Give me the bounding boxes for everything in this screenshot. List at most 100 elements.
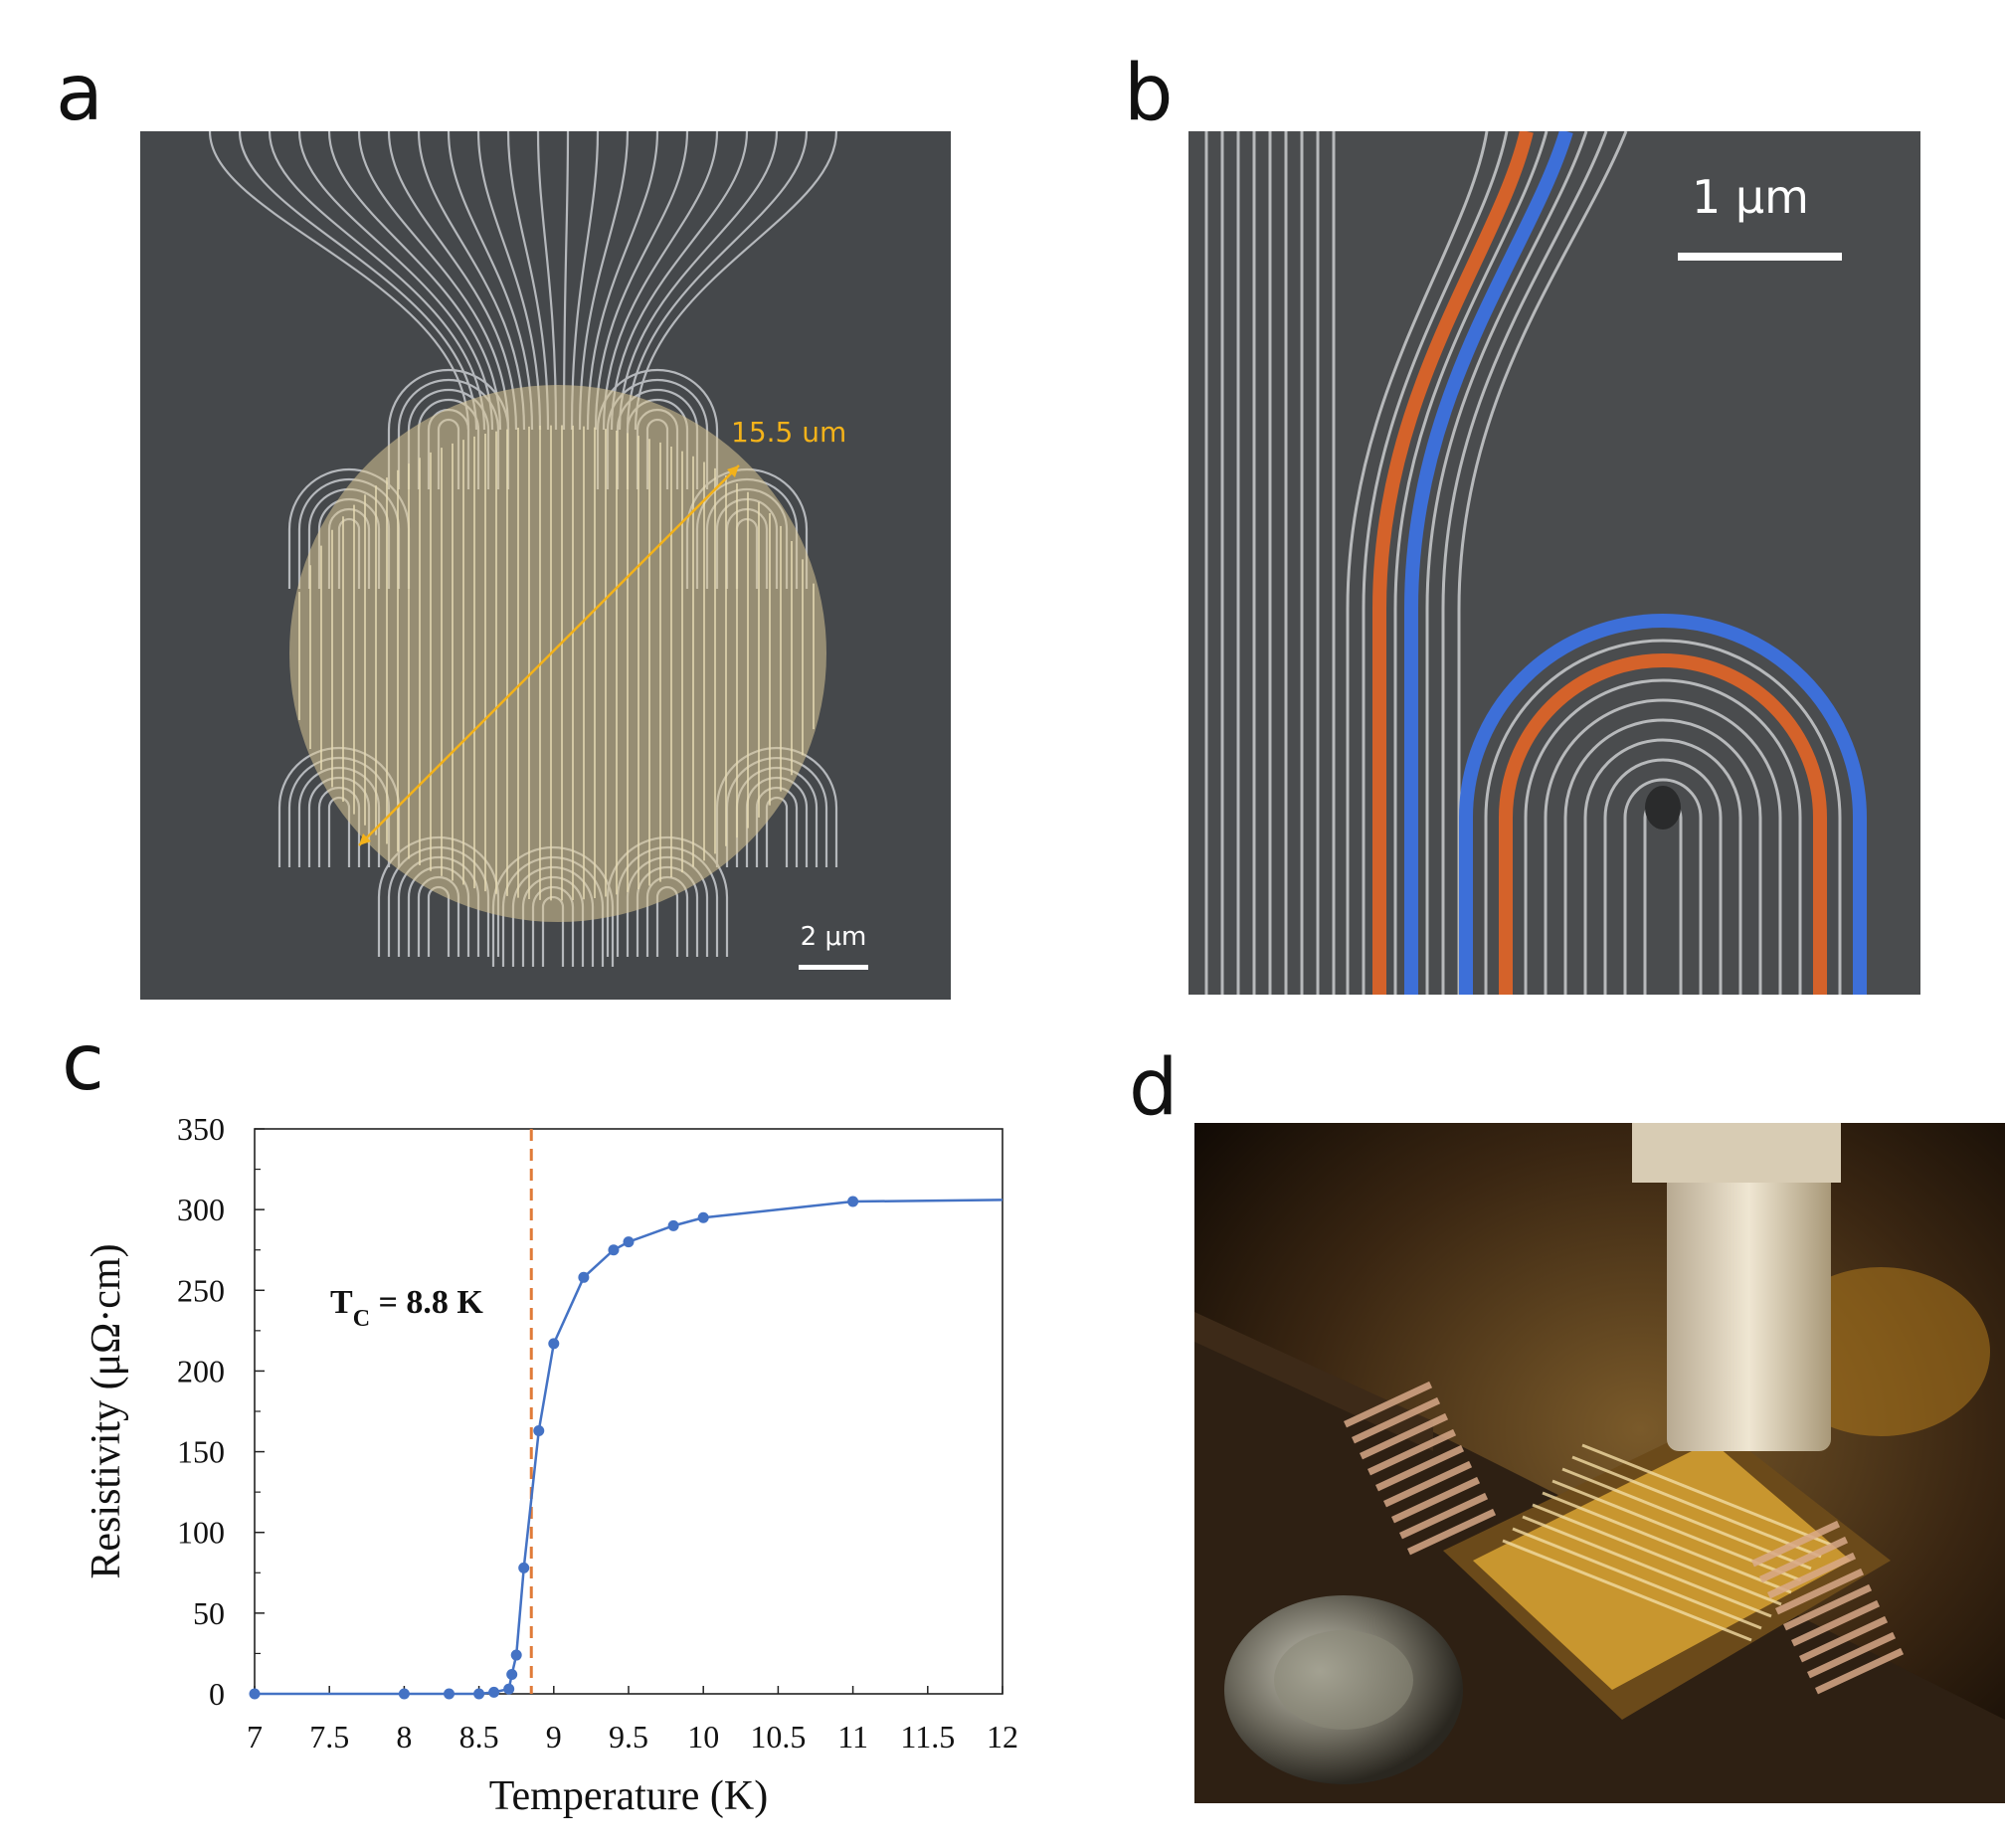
data-point <box>697 1211 709 1223</box>
x-tick-label: 8.5 <box>459 1719 499 1755</box>
bond-pad <box>1783 1583 1873 1631</box>
x-tick-label: 9 <box>546 1719 562 1755</box>
curved-wire <box>1404 131 1573 995</box>
readout-wire <box>238 131 478 431</box>
readout-wire <box>387 131 518 431</box>
y-tick-label: 300 <box>177 1192 225 1227</box>
u-turn-wire <box>1623 778 1703 995</box>
data-point <box>847 1196 859 1207</box>
bond-pad <box>1799 1615 1889 1663</box>
curved-wire <box>1362 131 1509 995</box>
y-axis-label: Resistivity (μΩ·cm) <box>84 1243 129 1578</box>
readout-wire <box>476 131 542 431</box>
bond-pad <box>1344 1381 1433 1428</box>
u-turn-wire <box>1524 678 1802 995</box>
y-tick-label: 150 <box>177 1434 225 1470</box>
data-point <box>488 1686 500 1698</box>
chip-waveguide <box>1542 1491 1792 1594</box>
scale-bar <box>1678 253 1842 261</box>
bond-pad <box>1383 1460 1473 1508</box>
x-tick-label: 10.5 <box>750 1719 806 1755</box>
chip-waveguide <box>1522 1515 1772 1618</box>
x-tick-label: 7 <box>247 1719 263 1755</box>
readout-wire <box>602 131 719 431</box>
x-tick-label: 9.5 <box>609 1719 648 1755</box>
bond-pad <box>1360 1412 1449 1460</box>
y-tick-label: 50 <box>193 1595 225 1631</box>
plot-frame <box>254 1128 1003 1695</box>
bond-pad <box>1399 1492 1489 1540</box>
data-point <box>608 1244 620 1256</box>
sem-image-detector-overview: 15.5 um 2 μm <box>140 131 951 1000</box>
scale-bar-label: 2 μm <box>801 922 867 952</box>
y-tick-label: 200 <box>177 1353 225 1388</box>
chip-waveguide <box>1581 1443 1832 1547</box>
x-axis-label: Temperature (K) <box>489 1773 768 1819</box>
readout-wire <box>578 131 630 431</box>
y-tick-label: 350 <box>177 1111 225 1147</box>
readout-wire <box>327 131 502 431</box>
readout-wire <box>357 131 510 431</box>
readout-wire <box>447 131 534 431</box>
readout-wire <box>626 131 809 431</box>
readout-wire <box>562 131 570 431</box>
data-point <box>510 1649 522 1661</box>
chip-waveguide <box>1561 1467 1812 1571</box>
readout-wire <box>208 131 470 431</box>
x-tick-label: 8 <box>396 1719 412 1755</box>
bond-pad <box>1391 1476 1481 1524</box>
bond-pad <box>1751 1520 1841 1568</box>
panel-label-c: c <box>62 1018 104 1108</box>
wire-zoom-graphic: 1 μm <box>1204 131 1867 995</box>
panel-label-b: b <box>1124 49 1174 138</box>
bond-pad <box>1807 1631 1897 1679</box>
u-turn-wire <box>1544 698 1782 995</box>
curved-wire <box>1372 131 1534 995</box>
bond-pad <box>1759 1536 1849 1583</box>
bond-pad <box>1767 1552 1857 1599</box>
data-point <box>503 1683 515 1695</box>
bond-pad <box>1352 1396 1441 1444</box>
x-tick-label: 7.5 <box>309 1719 349 1755</box>
scale-bar <box>799 965 868 970</box>
data-point <box>667 1219 679 1231</box>
bond-pad <box>1815 1647 1905 1695</box>
readout-wire <box>634 131 838 431</box>
data-point <box>533 1424 545 1436</box>
u-turn-wire <box>1603 758 1723 995</box>
x-tick-label: 12 <box>987 1719 1018 1755</box>
x-tick-label: 11 <box>837 1719 868 1755</box>
u-turn-wire <box>1499 653 1827 995</box>
data-point <box>518 1562 530 1573</box>
readout-wire <box>618 131 779 431</box>
y-tick-label: 100 <box>177 1515 225 1551</box>
bond-pad <box>1367 1428 1457 1476</box>
x-tick-label: 11.5 <box>900 1719 955 1755</box>
bond-pad <box>1375 1444 1465 1492</box>
curved-wire <box>1457 131 1628 995</box>
sem-image-wire-zoom: 1 μm <box>1188 131 1920 995</box>
curved-wire <box>1393 131 1549 995</box>
data-point <box>548 1338 560 1350</box>
readout-wire <box>417 131 526 431</box>
chip-waveguide <box>1571 1455 1822 1559</box>
data-point <box>249 1688 261 1700</box>
readout-wire <box>610 131 749 431</box>
data-point <box>578 1271 590 1283</box>
scale-bar-label: 1 μm <box>1692 170 1809 224</box>
u-turn-wire <box>1459 614 1867 995</box>
data-point <box>473 1688 485 1700</box>
u-turn-wire <box>1484 639 1842 995</box>
turn-center-gap <box>1645 786 1681 830</box>
data-point <box>444 1688 456 1700</box>
curved-wire <box>1441 131 1608 995</box>
readout-wire <box>506 131 550 431</box>
u-turn-wire <box>1583 738 1742 995</box>
chip-waveguide <box>1502 1539 1752 1642</box>
readout-wire <box>570 131 600 431</box>
x-tick-label: 10 <box>687 1719 719 1755</box>
critical-temperature-label: TC = 8.8 K <box>330 1284 483 1332</box>
chip-waveguide <box>1512 1527 1762 1630</box>
diameter-arrow <box>358 464 740 846</box>
packaged-chip-graphic <box>1194 1123 2005 1803</box>
